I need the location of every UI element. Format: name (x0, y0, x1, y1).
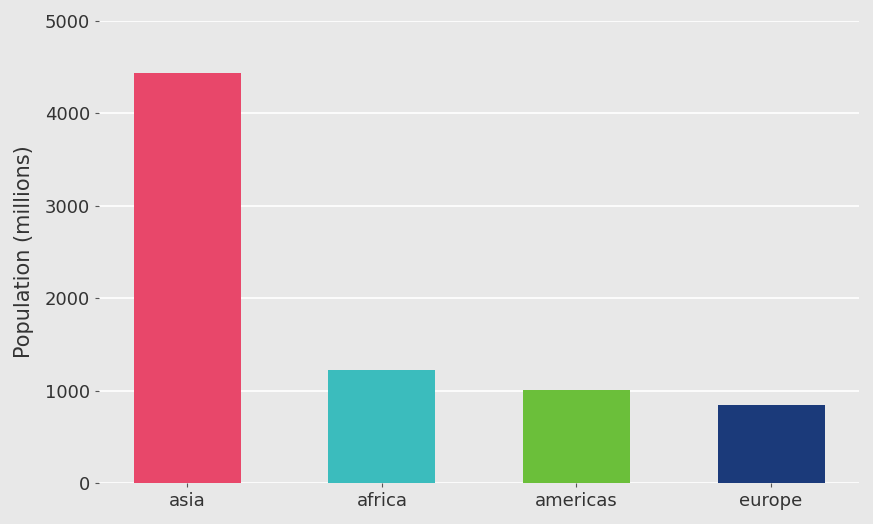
Bar (328, 369, 436, 483)
Y-axis label: Population (millions): Population (millions) (14, 146, 34, 358)
Bar (523, 390, 630, 483)
Bar (134, 73, 241, 483)
Bar (718, 405, 825, 483)
